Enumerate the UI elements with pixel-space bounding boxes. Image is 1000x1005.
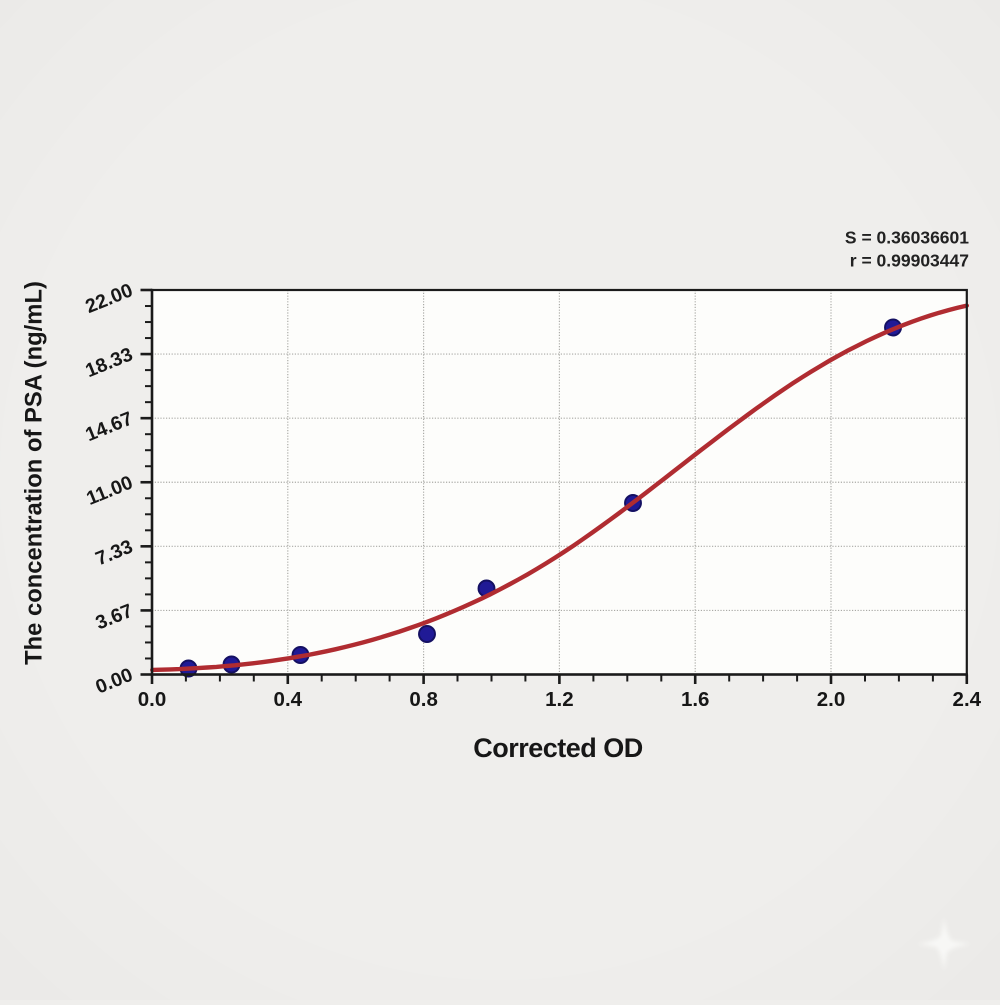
svg-text:22.00: 22.00 (82, 279, 136, 318)
svg-text:S = 0.36036601: S = 0.36036601 (845, 228, 969, 248)
svg-text:0.0: 0.0 (138, 688, 167, 711)
svg-text:r = 0.99903447: r = 0.99903447 (850, 251, 969, 271)
svg-text:3.67: 3.67 (93, 600, 136, 635)
svg-text:2.0: 2.0 (817, 688, 846, 711)
svg-text:14.67: 14.67 (82, 408, 135, 447)
svg-text:0.8: 0.8 (409, 688, 438, 711)
svg-text:2.4: 2.4 (953, 688, 982, 711)
svg-text:1.6: 1.6 (681, 688, 710, 711)
svg-text:0.4: 0.4 (274, 688, 303, 711)
svg-text:Corrected OD: Corrected OD (473, 733, 643, 763)
svg-text:1.2: 1.2 (545, 688, 574, 711)
svg-text:The concentration of PSA (ng/m: The concentration of PSA (ng/mL) (21, 281, 48, 665)
svg-text:11.00: 11.00 (83, 472, 136, 510)
svg-text:0.00: 0.00 (93, 664, 137, 699)
svg-text:7.33: 7.33 (93, 536, 137, 571)
svg-text:18.33: 18.33 (82, 343, 136, 382)
